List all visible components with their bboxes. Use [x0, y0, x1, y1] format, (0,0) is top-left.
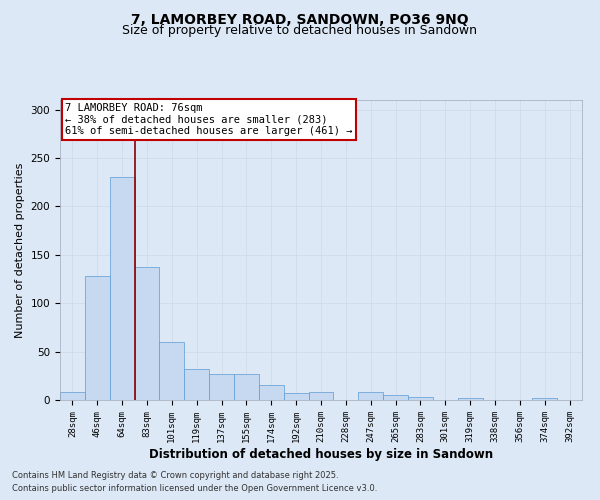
Bar — [259, 386, 284, 400]
Text: 7 LAMORBEY ROAD: 76sqm
← 38% of detached houses are smaller (283)
61% of semi-de: 7 LAMORBEY ROAD: 76sqm ← 38% of detached… — [65, 103, 353, 136]
Bar — [184, 369, 209, 400]
Bar — [85, 276, 110, 400]
X-axis label: Distribution of detached houses by size in Sandown: Distribution of detached houses by size … — [149, 448, 493, 460]
Bar — [60, 392, 85, 400]
Text: Contains HM Land Registry data © Crown copyright and database right 2025.: Contains HM Land Registry data © Crown c… — [12, 470, 338, 480]
Text: 7, LAMORBEY ROAD, SANDOWN, PO36 9NQ: 7, LAMORBEY ROAD, SANDOWN, PO36 9NQ — [131, 12, 469, 26]
Text: Contains public sector information licensed under the Open Government Licence v3: Contains public sector information licen… — [12, 484, 377, 493]
Bar — [134, 268, 160, 400]
Bar — [209, 374, 234, 400]
Bar — [284, 393, 308, 400]
Bar — [358, 392, 383, 400]
Text: Size of property relative to detached houses in Sandown: Size of property relative to detached ho… — [122, 24, 478, 37]
Bar — [383, 395, 408, 400]
Y-axis label: Number of detached properties: Number of detached properties — [15, 162, 25, 338]
Bar — [308, 392, 334, 400]
Bar — [234, 374, 259, 400]
Bar — [532, 398, 557, 400]
Bar — [458, 398, 482, 400]
Bar — [408, 397, 433, 400]
Bar — [110, 178, 134, 400]
Bar — [160, 342, 184, 400]
